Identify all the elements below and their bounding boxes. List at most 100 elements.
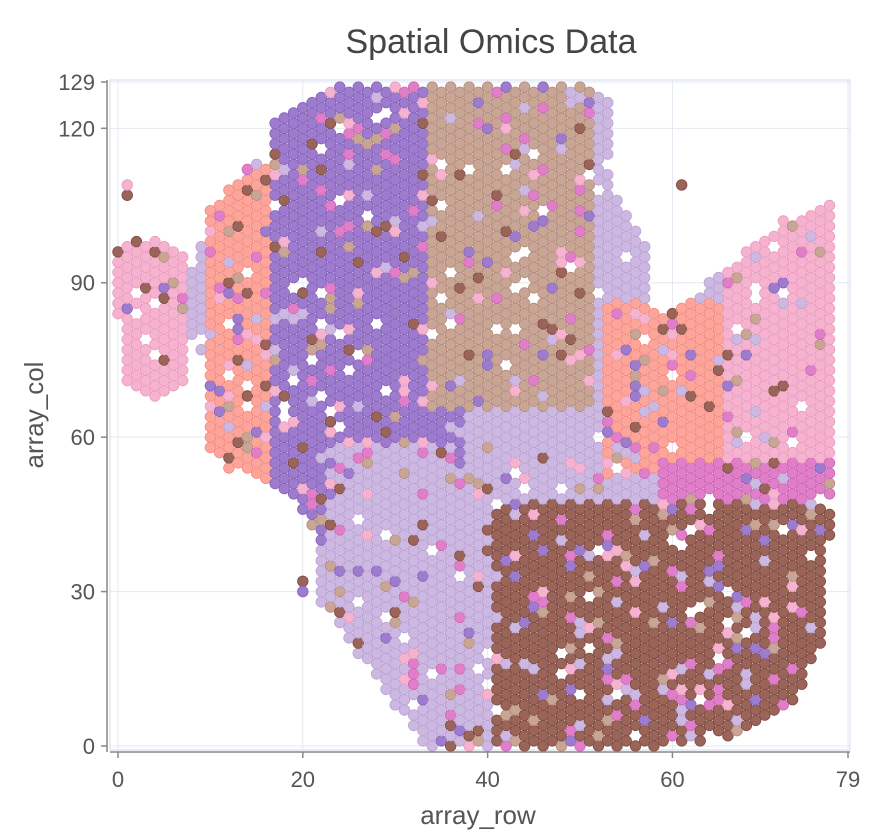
spot (786, 220, 799, 232)
spot (297, 380, 309, 392)
spot (463, 441, 475, 454)
spot (759, 338, 771, 351)
spot (389, 421, 401, 433)
spot (269, 405, 281, 418)
spot (463, 297, 475, 310)
spot (805, 436, 817, 449)
spot (666, 709, 679, 721)
spot (509, 570, 522, 582)
spot (278, 112, 291, 124)
spot (213, 292, 226, 304)
spot (648, 441, 660, 454)
spot (574, 163, 586, 176)
spot (555, 606, 568, 618)
spot (278, 349, 291, 361)
spot (417, 529, 429, 541)
spot (435, 488, 448, 500)
spot (463, 380, 475, 392)
spot (555, 277, 568, 289)
spot (648, 555, 660, 567)
spot (417, 385, 429, 397)
spot (278, 143, 291, 155)
spot (509, 560, 522, 572)
spot (648, 709, 660, 721)
spot (528, 261, 540, 274)
spot (602, 364, 614, 376)
spot (759, 400, 771, 413)
spot (574, 122, 586, 135)
spot (805, 220, 817, 232)
spot (574, 565, 586, 577)
spot (555, 349, 568, 361)
spot (232, 446, 244, 459)
spot (417, 230, 429, 243)
spot (371, 122, 383, 135)
spot (481, 184, 494, 196)
spot (574, 91, 586, 104)
chart-title: Spatial Omics Data (346, 23, 637, 61)
spot (648, 400, 660, 413)
spot (435, 663, 448, 675)
x-tick-label: 0 (112, 767, 124, 792)
spot (509, 240, 522, 253)
spot (213, 271, 226, 284)
spot (555, 369, 568, 382)
spot (528, 436, 540, 449)
spot (223, 184, 235, 196)
spot (731, 611, 743, 624)
spot (389, 410, 401, 423)
spot (389, 596, 401, 608)
spot (260, 266, 272, 279)
spot (528, 323, 540, 335)
spot (509, 127, 522, 140)
spot (426, 338, 438, 351)
spot (574, 657, 586, 670)
spot (574, 400, 586, 413)
spot (463, 482, 475, 495)
spot (343, 179, 355, 191)
spot (620, 426, 632, 438)
spot (463, 225, 475, 238)
spot (463, 143, 475, 155)
spot (620, 323, 632, 335)
spot (731, 508, 743, 521)
spot (602, 374, 614, 387)
spot (648, 390, 660, 402)
spot (528, 416, 540, 428)
spot (685, 482, 697, 495)
spot (685, 400, 697, 413)
spot (481, 246, 494, 258)
spot (555, 452, 568, 464)
spot (343, 107, 355, 119)
spot (574, 627, 586, 639)
spot (334, 132, 346, 145)
spot (324, 179, 337, 191)
spot (167, 266, 180, 279)
spot (297, 421, 309, 433)
spot (481, 256, 494, 268)
spot (278, 307, 291, 320)
spot (343, 138, 355, 150)
spot (509, 642, 522, 654)
spot (759, 359, 771, 371)
spot (712, 539, 725, 552)
spot (509, 663, 522, 675)
spot (731, 271, 743, 284)
spot (648, 575, 660, 588)
spot (731, 344, 743, 356)
spot (602, 621, 614, 634)
spot (648, 513, 660, 526)
spot (685, 616, 697, 629)
spot (731, 724, 743, 737)
spot (759, 524, 771, 536)
spot (528, 508, 540, 521)
spot (620, 385, 632, 397)
spot (297, 359, 309, 371)
spot (232, 395, 244, 407)
spot (121, 251, 133, 263)
spot (528, 333, 540, 346)
spot (666, 585, 679, 598)
spot (759, 688, 771, 701)
spot (389, 472, 401, 485)
spot (666, 482, 679, 495)
